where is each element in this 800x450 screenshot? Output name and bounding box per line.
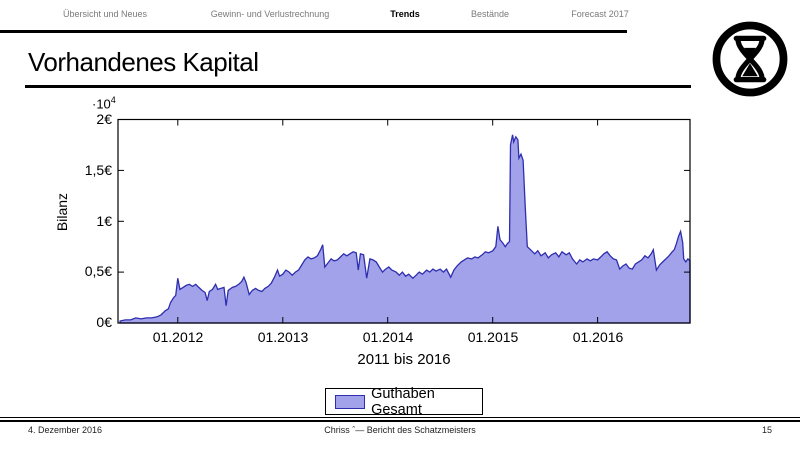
y-tick-label: 0,5€	[84, 263, 112, 279]
title-underline-rule	[25, 85, 691, 88]
nav-item-trends[interactable]: Trends	[390, 9, 420, 19]
legend-label: Guthaben Gesamt	[371, 385, 435, 418]
x-tick-label: 01.2014	[362, 329, 414, 345]
x-tick-label: 01.2015	[467, 329, 519, 345]
footer-separator-rule	[0, 417, 800, 422]
y-tick-label: 1,5€	[84, 162, 112, 178]
nav-item-forecast-2017[interactable]: Forecast 2017	[571, 9, 629, 19]
chart-legend: Guthaben Gesamt	[325, 385, 483, 418]
page-title: Vorhandenes Kapital	[28, 47, 259, 77]
footer-author-title: Chriss ˆ— Bericht des Schatzmeisters	[324, 425, 476, 435]
hourglass-logo-icon	[712, 21, 788, 97]
nav-item-uebersicht-und-neues[interactable]: Übersicht und Neues	[62, 9, 148, 19]
y-tick-label: 2€	[96, 111, 112, 127]
y-tick-label: 0€	[96, 314, 112, 330]
y-tick-label: 1€	[96, 213, 112, 229]
y-axis-multiplier: ·104	[92, 95, 116, 112]
x-tick-label: 01.2016	[572, 329, 624, 345]
x-axis-label: 2011 bis 2016	[357, 351, 451, 368]
x-tick-label: 01.2012	[152, 329, 204, 345]
nav-item-bestaende[interactable]: Bestände	[470, 9, 510, 19]
legend-swatch-guthaben-gesamt	[335, 394, 366, 409]
footer-date: 4. Dezember 2016	[28, 425, 103, 435]
nav-item-gewinn-und-verlustrechnung[interactable]: Gewinn- und Verlustrechnung	[210, 9, 330, 19]
x-tick-label: 01.2013	[257, 329, 309, 345]
nav-separator-rule	[0, 30, 627, 33]
footer-page-number: 15	[761, 425, 772, 435]
